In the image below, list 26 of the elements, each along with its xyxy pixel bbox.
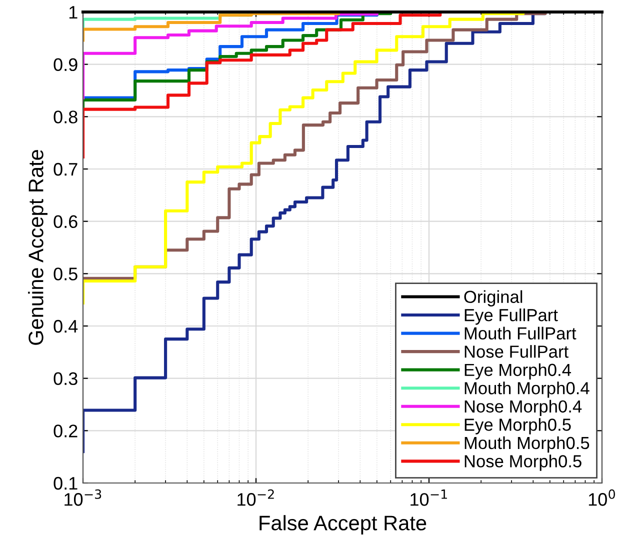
x-axis-title: False Accept Rate [260, 515, 426, 535]
legend-label: Original [464, 290, 522, 306]
y-tick-label: 0.5 [54, 268, 78, 280]
x-tick-label: 10$^{−1}$ [410, 490, 447, 506]
legend-label: Nose FullPart [464, 345, 568, 358]
y-tick-label: 0.3 [54, 372, 78, 386]
legend-label: Nose Morph0.5 [464, 454, 582, 471]
legend-label: Mouth Morph0.5 [464, 436, 590, 453]
y-tick-label: 1 [69, 6, 78, 19]
y-tick-label: 0.4 [54, 320, 78, 333]
y-tick-label: 0.8 [54, 110, 78, 124]
y-tick-label: 0.6 [54, 215, 78, 228]
y-tick-label: 0.7 [54, 162, 78, 176]
legend-label: Mouth Morph0.4 [464, 382, 590, 398]
x-tick-label: 10$^{−2}$ [238, 489, 274, 506]
legend-label: Mouth FullPart [464, 326, 576, 340]
legend-label: Eye FullPart [464, 308, 558, 325]
y-tick-label: 0.2 [54, 424, 78, 438]
y-tick-label: 0.1 [54, 476, 78, 490]
legend-label: Nose Morph0.4 [464, 400, 582, 416]
y-tick-label: 0.9 [54, 58, 78, 72]
x-tick-label: 10$^{0}$ [588, 489, 616, 506]
legend-label: Eye Morph0.5 [464, 418, 571, 434]
x-tick-label: 10$^{−3}$ [64, 489, 102, 506]
y-axis-title: Genuine Accept Rate [28, 150, 48, 345]
legend-label: Eye Morph0.4 [464, 363, 572, 380]
